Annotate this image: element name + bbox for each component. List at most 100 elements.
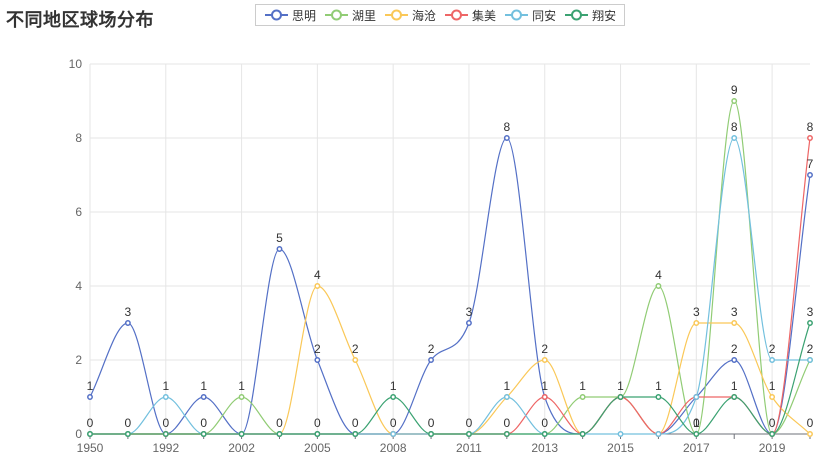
data-label: 3 <box>807 305 814 319</box>
data-label: 0 <box>276 416 283 430</box>
data-point[interactable] <box>693 394 700 400</box>
data-point[interactable] <box>617 431 624 437</box>
data-point[interactable] <box>503 394 510 400</box>
data-point[interactable] <box>200 394 207 400</box>
data-label: 2 <box>541 342 548 356</box>
data-label: 1 <box>617 379 624 393</box>
legend-item-2[interactable]: 海沧 <box>384 7 436 24</box>
data-label: 0 <box>503 416 510 430</box>
data-point[interactable] <box>579 431 586 437</box>
data-point[interactable] <box>541 394 548 400</box>
data-point[interactable] <box>769 394 776 400</box>
legend-line-circle-icon <box>265 9 288 21</box>
data-point[interactable] <box>693 431 700 437</box>
data-label: 8 <box>807 120 814 134</box>
data-label: 1 <box>655 379 662 393</box>
data-point[interactable] <box>238 431 245 437</box>
data-label: 2 <box>314 342 321 356</box>
data-point[interactable] <box>503 135 510 141</box>
data-point[interactable] <box>541 357 548 363</box>
legend-item-0[interactable]: 思明 <box>264 7 316 24</box>
grid <box>89 63 810 435</box>
legend-line-circle-icon <box>505 9 529 21</box>
data-point[interactable] <box>314 283 321 289</box>
x-tick-label: 2008 <box>380 441 407 455</box>
data-label: 0 <box>390 416 397 430</box>
data-point[interactable] <box>731 98 738 104</box>
data-point[interactable] <box>731 320 738 326</box>
data-label: 1 <box>503 379 510 393</box>
data-point[interactable] <box>769 431 776 437</box>
data-label: 5 <box>276 231 283 245</box>
data-point[interactable] <box>579 394 586 400</box>
data-point[interactable] <box>314 431 321 437</box>
data-label: 8 <box>503 120 510 134</box>
data-point[interactable] <box>390 431 397 437</box>
data-label: 1 <box>162 379 169 393</box>
data-point[interactable] <box>807 172 813 178</box>
data-point[interactable] <box>731 357 738 363</box>
data-point[interactable] <box>352 431 359 437</box>
data-point[interactable] <box>731 394 738 400</box>
data-label: 1 <box>87 379 94 393</box>
data-point[interactable] <box>617 394 624 400</box>
data-point[interactable] <box>655 431 662 437</box>
data-point[interactable] <box>428 431 435 437</box>
data-label: 2 <box>807 342 814 356</box>
data-point[interactable] <box>352 357 359 363</box>
data-point[interactable] <box>541 431 548 437</box>
data-label: 0 <box>693 416 700 430</box>
data-point[interactable] <box>124 320 131 326</box>
data-point[interactable] <box>276 431 283 437</box>
data-point[interactable] <box>314 357 321 363</box>
data-point[interactable] <box>87 394 93 400</box>
data-point[interactable] <box>465 320 472 326</box>
data-point[interactable] <box>162 394 169 400</box>
data-label: 0 <box>541 416 548 430</box>
x-tick-label: 1992 <box>152 441 179 455</box>
data-point[interactable] <box>731 135 738 141</box>
x-tick-label: 2005 <box>304 441 331 455</box>
x-tick-label: 2011 <box>456 441 482 455</box>
data-point[interactable] <box>769 357 776 363</box>
data-label: 3 <box>731 305 738 319</box>
data-point[interactable] <box>807 431 813 437</box>
data-point[interactable] <box>162 431 169 437</box>
data-label: 0 <box>428 416 435 430</box>
legend-item-5[interactable]: 翔安 <box>564 7 616 24</box>
data-point[interactable] <box>655 283 662 289</box>
y-tick-label: 10 <box>69 57 83 71</box>
data-point[interactable] <box>807 135 813 141</box>
series-line-1 <box>90 100 811 435</box>
data-point[interactable] <box>655 394 662 400</box>
data-label: 0 <box>200 416 207 430</box>
legend-line-circle-icon <box>385 9 409 21</box>
x-tick-label: 2002 <box>228 441 255 455</box>
legend-line-circle-icon <box>565 9 589 21</box>
data-point[interactable] <box>807 320 813 326</box>
data-point[interactable] <box>503 431 510 437</box>
legend-line-circle-icon <box>325 9 349 21</box>
data-point[interactable] <box>807 357 813 363</box>
y-tick-label: 4 <box>75 279 82 293</box>
legend-item-1[interactable]: 湖里 <box>324 7 376 24</box>
legend-label: 集美 <box>472 8 497 23</box>
data-point[interactable] <box>276 246 283 252</box>
data-label: 2 <box>352 342 359 356</box>
data-point[interactable] <box>428 357 435 363</box>
data-point[interactable] <box>124 431 131 437</box>
data-label: 3 <box>693 305 700 319</box>
data-point[interactable] <box>87 431 93 437</box>
data-point[interactable] <box>465 431 472 437</box>
data-point[interactable] <box>238 394 245 400</box>
data-label: 3 <box>125 305 132 319</box>
y-tick-label: 8 <box>75 131 82 145</box>
legend-item-3[interactable]: 集美 <box>444 7 496 24</box>
data-point[interactable] <box>200 431 207 437</box>
data-point[interactable] <box>390 394 397 400</box>
data-point[interactable] <box>693 320 700 326</box>
data-label: 9 <box>731 83 738 97</box>
data-label: 0 <box>87 416 94 430</box>
data-label: 1 <box>390 379 397 393</box>
legend-item-4[interactable]: 同安 <box>504 7 556 24</box>
